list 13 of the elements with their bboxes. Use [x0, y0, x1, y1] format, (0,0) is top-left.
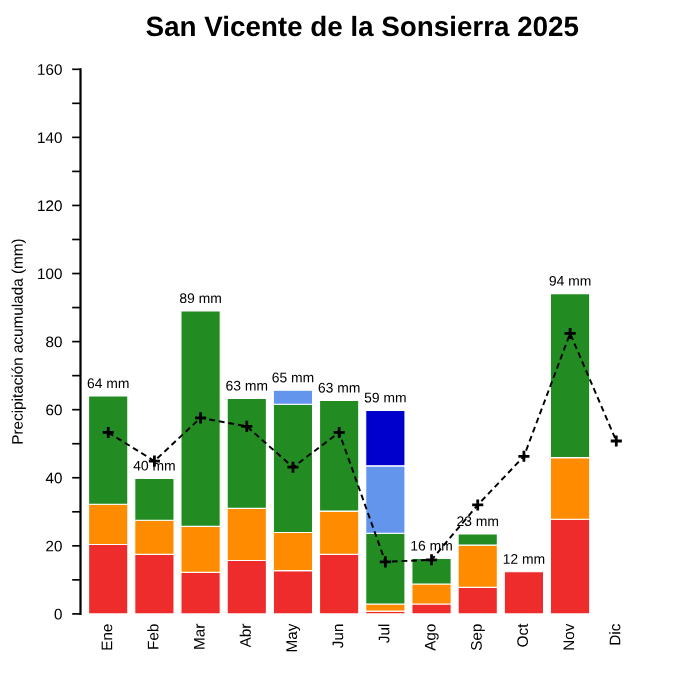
point [563, 326, 578, 341]
point [239, 419, 254, 434]
chart-title: San Vicente de la Sonsierra 2025 [146, 15, 579, 37]
bar [503, 571, 545, 614]
point [332, 425, 347, 440]
point [609, 434, 624, 448]
point [516, 449, 531, 464]
point [470, 498, 485, 512]
point [286, 460, 300, 475]
point [378, 554, 393, 569]
point [101, 425, 116, 440]
point [424, 552, 439, 567]
point [193, 410, 208, 425]
